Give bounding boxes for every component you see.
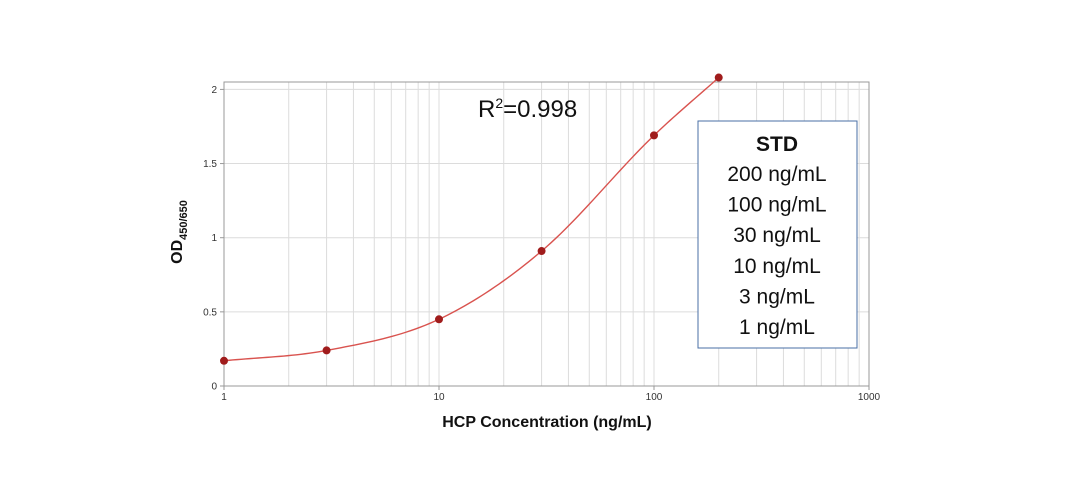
legend-item: 100 ng/mL	[727, 194, 826, 217]
y-tick-label: 1.5	[203, 159, 217, 170]
data-point	[322, 346, 331, 355]
y-tick-label: 0	[211, 382, 217, 393]
x-axis-ticks: 1 10 100 1000	[221, 386, 881, 403]
x-tick-label: 1000	[858, 392, 881, 403]
data-point	[435, 315, 443, 324]
y-tick-label: 1	[211, 233, 217, 244]
data-points	[220, 73, 723, 365]
y-tick-label: 0.5	[203, 307, 217, 318]
legend-item: 3 ng/mL	[739, 285, 815, 308]
y-title-sub: 450/650	[178, 200, 190, 240]
y-axis-title: OD450/650	[169, 200, 190, 264]
legend-item: 1 ng/mL	[739, 316, 815, 339]
data-point	[650, 131, 658, 140]
y-title-main: OD	[169, 240, 186, 264]
data-point	[220, 356, 228, 365]
r-squared-annotation: R2=0.998	[478, 95, 577, 123]
legend-item: 200 ng/mL	[727, 163, 826, 186]
legend-item: 30 ng/mL	[733, 224, 821, 247]
r2-base: R	[478, 96, 495, 123]
x-tick-label: 1	[221, 392, 227, 403]
fit-curve	[223, 77, 720, 362]
legend-title: STD	[756, 133, 798, 156]
legend: STD 200 ng/mL 100 ng/mL 30 ng/mL 10 ng/mL 3 …	[697, 120, 858, 349]
x-tick-label: 10	[433, 392, 445, 403]
y-axis-ticks: 0 0.5 1 1.5 2	[203, 85, 224, 393]
x-tick-label: 100	[646, 392, 663, 403]
legend-box	[697, 120, 858, 349]
legend-item: 10 ng/mL	[733, 255, 821, 278]
r2-value: =0.998	[503, 96, 577, 123]
y-tick-label: 2	[211, 85, 217, 96]
plot-frame	[223, 81, 870, 387]
r2-sup: 2	[495, 95, 503, 111]
legend-items: 200 ng/mL 100 ng/mL 30 ng/mL 10 ng/mL 3 ng/m…	[727, 163, 826, 339]
data-point	[714, 73, 723, 82]
x-axis-title: HCP Concentration (ng/mL)	[442, 414, 651, 431]
data-point	[537, 247, 546, 256]
